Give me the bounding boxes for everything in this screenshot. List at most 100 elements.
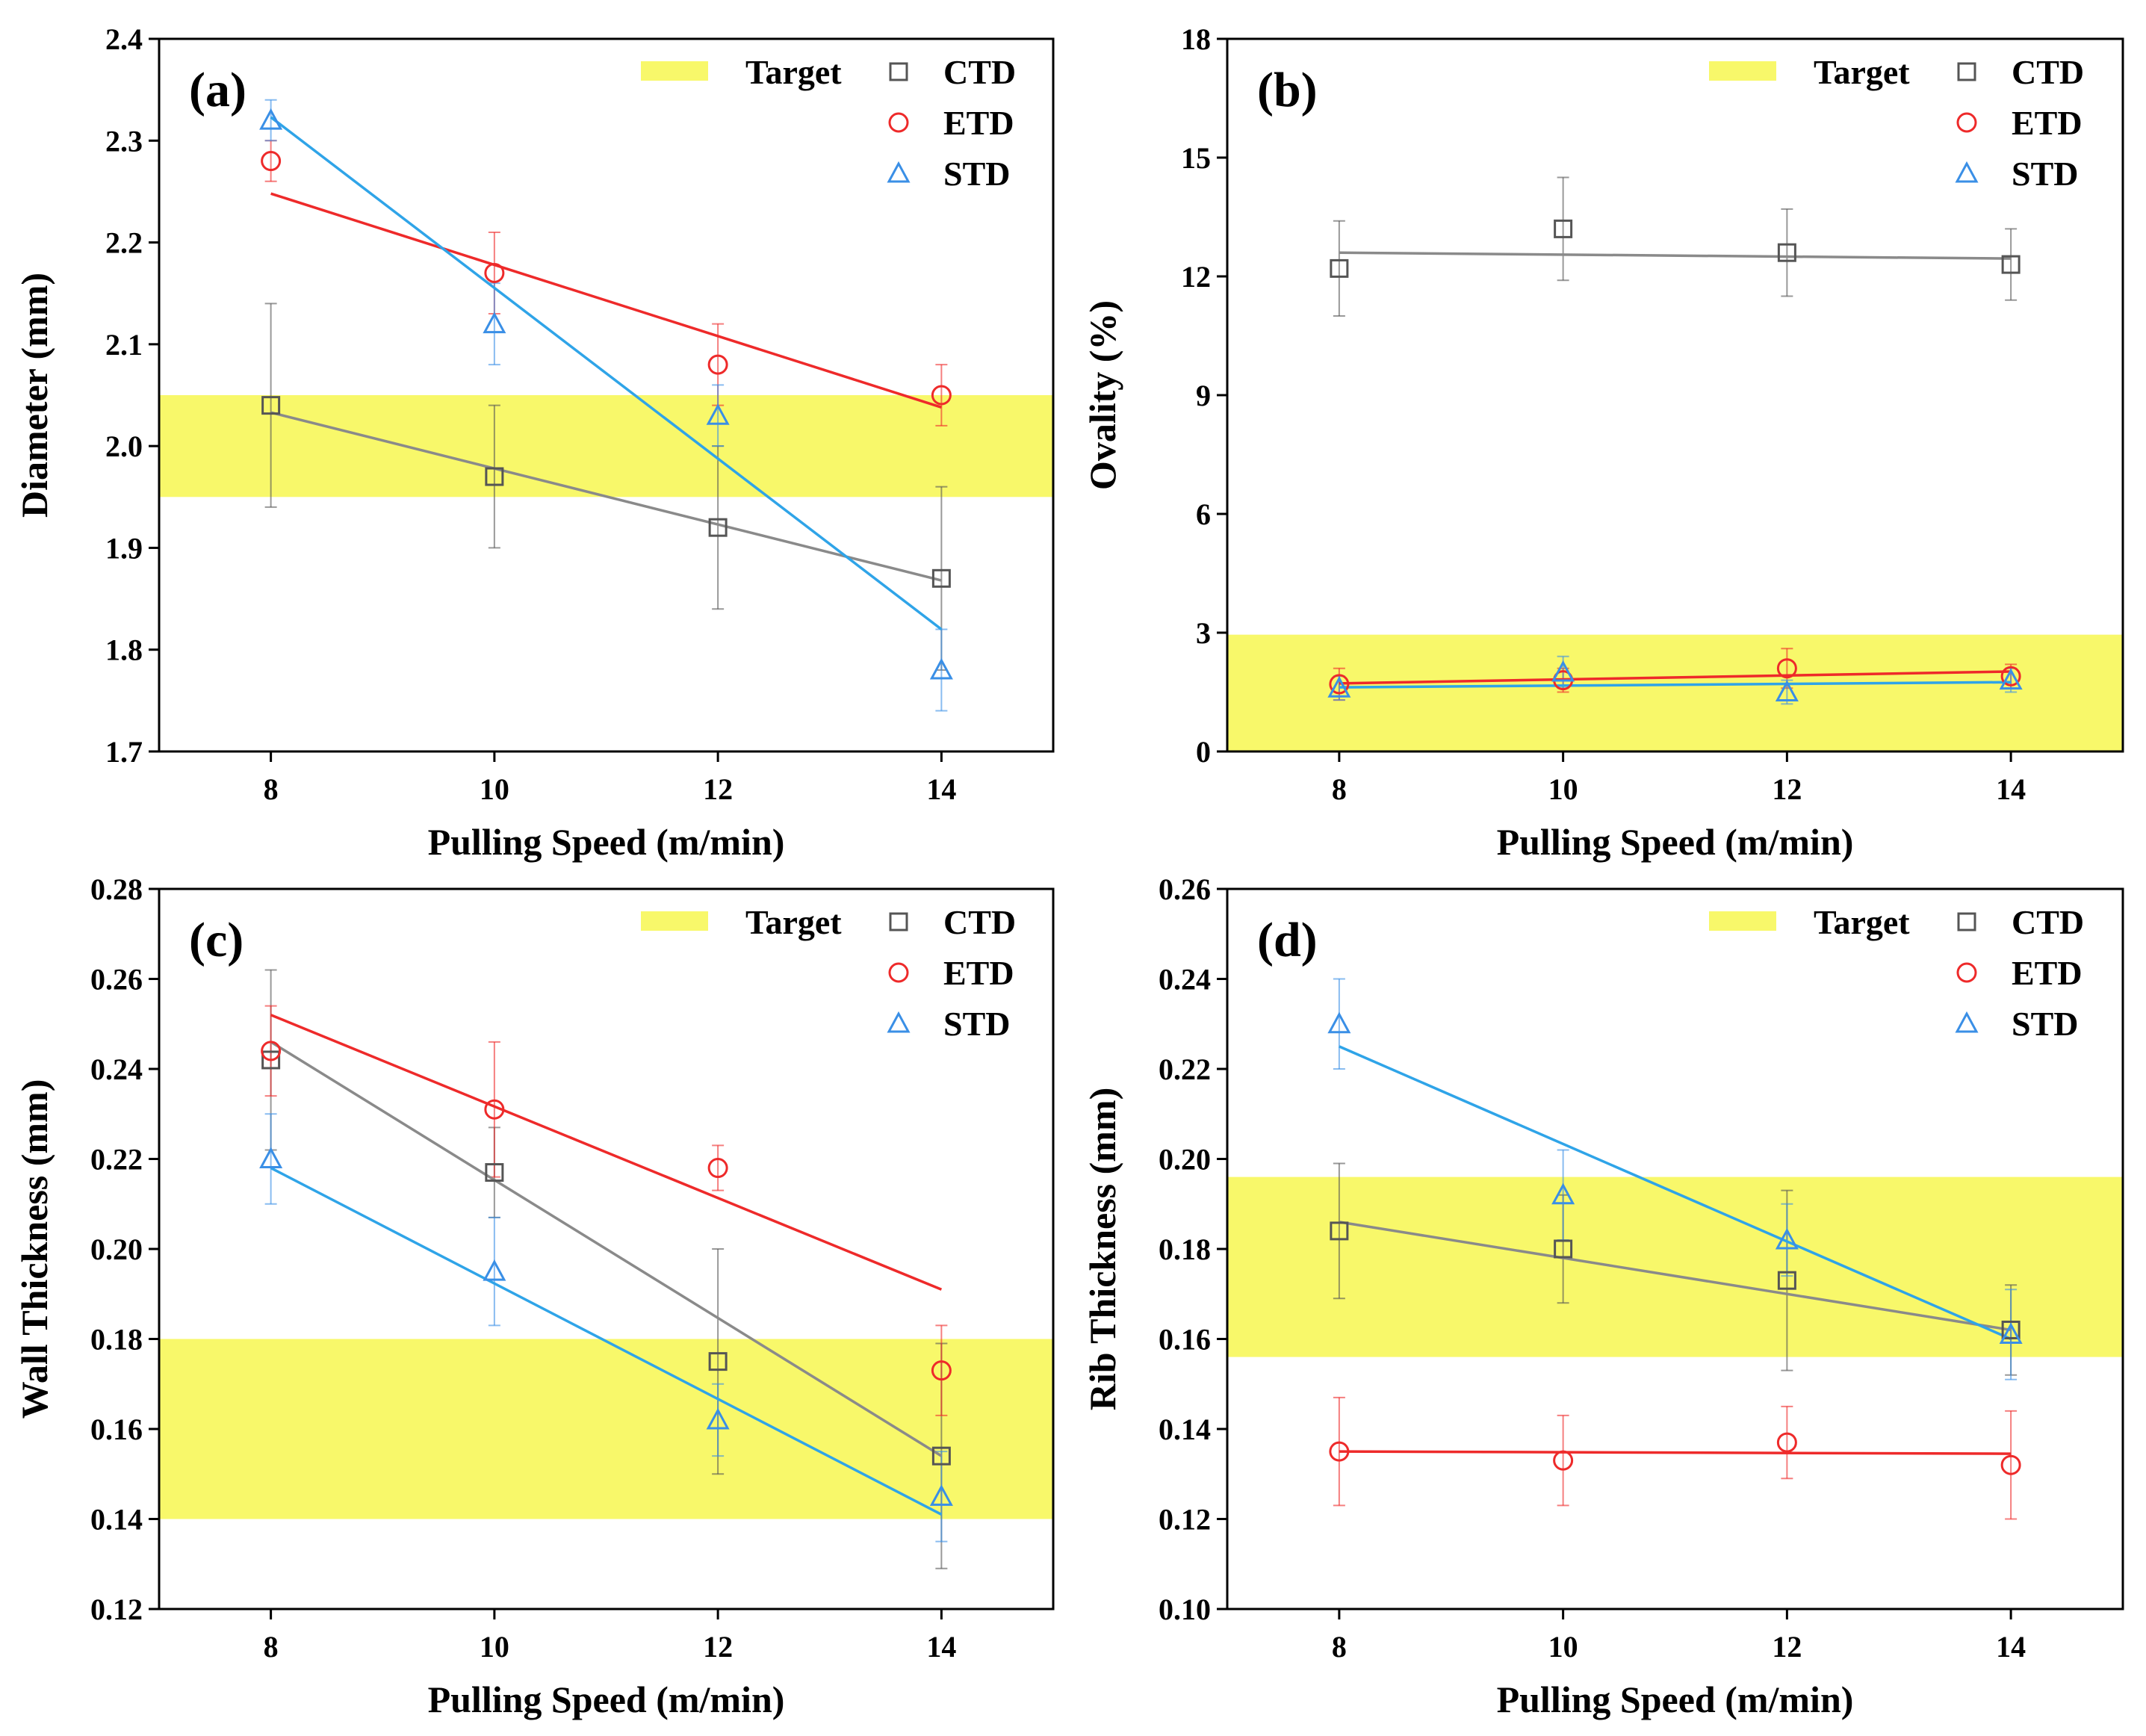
y-tick-label: 0.12	[90, 1593, 143, 1626]
y-tick-label: 0.26	[90, 963, 143, 996]
y-tick-label: 0.24	[1159, 963, 1211, 996]
legend-swatch-target	[641, 911, 708, 931]
data-point-std	[929, 1484, 953, 1506]
legend-marker-std	[1955, 1011, 1979, 1033]
fit-line-etd	[1339, 1450, 2012, 1455]
x-tick-label: 10	[480, 772, 509, 806]
legend-label-etd: ETD	[943, 954, 1014, 992]
x-axis-title: Pulling Speed (m/min)	[1497, 1678, 1854, 1720]
legend-marker-etd	[888, 962, 909, 983]
data-point-ctd	[1777, 1271, 1796, 1290]
data-point-ctd	[485, 1163, 504, 1182]
y-tick-label: 15	[1181, 141, 1211, 175]
data-point-ctd	[931, 1446, 951, 1466]
legend-label-std: STD	[2012, 155, 2078, 193]
x-axis-title: Pulling Speed (m/min)	[428, 1678, 785, 1720]
legend-marker-etd	[1956, 962, 1977, 983]
legend-marker-ctd	[889, 62, 908, 81]
data-point-etd	[1553, 1450, 1574, 1471]
legend-label-target: Target	[745, 53, 842, 91]
data-point-std	[1999, 1322, 2023, 1345]
y-tick-label: 0	[1196, 735, 1211, 769]
x-axis-title: Pulling Speed (m/min)	[428, 821, 785, 863]
chart-panel-4: 0.10 0.12 0.14 0.16 0.18 0.20 0.22 0.24 0.26 8 10 1…	[1082, 872, 2124, 1720]
plot-frame	[158, 37, 1055, 753]
y-tick-label: 1.8	[105, 633, 143, 667]
legend-label-std: STD	[943, 155, 1010, 193]
y-tick-label: 0.26	[1159, 872, 1211, 906]
y-tick-label: 9	[1196, 379, 1211, 412]
data-point-ctd	[1554, 1239, 1573, 1259]
x-tick-label: 8	[264, 772, 279, 806]
y-tick-label: 0.22	[1159, 1053, 1211, 1086]
data-point-std	[483, 1259, 506, 1281]
legend-marker-etd	[1956, 112, 1977, 133]
data-point-std	[1551, 1182, 1575, 1205]
data-point-std	[259, 1147, 283, 1169]
data-point-std	[706, 403, 730, 425]
legend: Target CTD ETD STD	[641, 903, 1016, 1043]
fit-line-ctd	[270, 411, 942, 582]
panel-label: (a)	[189, 63, 246, 117]
y-tick-label: 0.24	[90, 1053, 143, 1086]
x-tick-label: 8	[264, 1630, 279, 1664]
data-point-etd	[707, 354, 728, 375]
legend-swatch-target	[1709, 911, 1776, 931]
y-tick-label: 0.28	[90, 872, 143, 906]
data-point-std	[483, 311, 506, 334]
data-point-ctd	[1330, 1221, 1349, 1241]
legend-label-std: STD	[2012, 1005, 2078, 1043]
y-axis-title: Wall Thickness (mm)	[13, 1079, 55, 1419]
x-tick-label: 10	[1548, 772, 1578, 806]
legend-marker-std	[1955, 161, 1979, 183]
x-tick-label: 12	[1772, 1630, 1802, 1664]
y-axis-title: Ovality (%)	[1082, 300, 1123, 490]
data-point-std	[706, 1407, 730, 1430]
legend-label-etd: ETD	[2012, 954, 2083, 992]
legend-marker-ctd	[1957, 62, 1976, 81]
x-tick-label: 8	[1332, 1630, 1347, 1664]
chart-panel-2: 0 3 6 9 12 15 18 8 10 12 14 Pulling Speed (m/min) Ov…	[1082, 22, 2124, 863]
legend: Target CTD ETD STD	[641, 53, 1016, 193]
legend: Target CTD ETD STD	[1709, 53, 2084, 193]
y-tick-label: 0.20	[1159, 1143, 1211, 1177]
panel-label: (c)	[189, 913, 244, 967]
panel-label: (b)	[1257, 63, 1318, 117]
data-point-std	[1775, 1227, 1799, 1250]
y-tick-label: 3	[1196, 616, 1211, 650]
fit-line-etd	[270, 1014, 943, 1291]
data-point-std	[1327, 676, 1351, 698]
fit-line-std	[1339, 1045, 2012, 1341]
chart-panel-1: 1.7 1.8 1.9 2.0 2.1 2.2 2.3 2.4 8 10 12 14 Pulling S…	[13, 22, 1055, 863]
data-point-std	[1551, 660, 1575, 682]
y-tick-label: 2.2	[105, 226, 143, 260]
y-tick-label: 2.1	[105, 328, 143, 362]
data-point-ctd	[2001, 255, 2021, 274]
legend-label-target: Target	[1814, 903, 1910, 941]
legend-swatch-target	[1709, 61, 1776, 81]
fit-line-std	[1339, 681, 2012, 689]
data-point-ctd	[1330, 258, 1349, 278]
chart-panel-3: 0.12 0.14 0.16 0.18 0.20 0.22 0.24 0.26 0.28 8 10 1…	[13, 872, 1055, 1720]
legend-label-ctd: CTD	[2012, 903, 2084, 941]
data-point-etd	[2000, 666, 2021, 686]
fit-line-etd	[1339, 670, 2012, 685]
data-point-std	[1327, 1011, 1351, 1034]
data-point-std	[1775, 680, 1799, 702]
data-point-ctd	[1777, 243, 1796, 262]
target-band	[159, 395, 1053, 497]
panel-label: (d)	[1257, 913, 1318, 967]
y-tick-label: 2.0	[105, 430, 143, 463]
x-tick-label: 14	[926, 1630, 956, 1664]
data-point-etd	[261, 1041, 282, 1061]
y-tick-label: 2.4	[105, 22, 143, 56]
legend-marker-etd	[888, 112, 909, 133]
y-tick-label: 0.12	[1159, 1503, 1211, 1537]
legend-label-ctd: CTD	[2012, 53, 2084, 91]
data-point-etd	[1776, 658, 1797, 679]
y-axis-title: Rib Thickness (mm)	[1082, 1088, 1123, 1410]
y-tick-label: 0.20	[90, 1233, 143, 1266]
data-point-ctd	[708, 518, 728, 537]
legend: Target CTD ETD STD	[1709, 903, 2084, 1043]
x-tick-label: 10	[480, 1630, 509, 1664]
